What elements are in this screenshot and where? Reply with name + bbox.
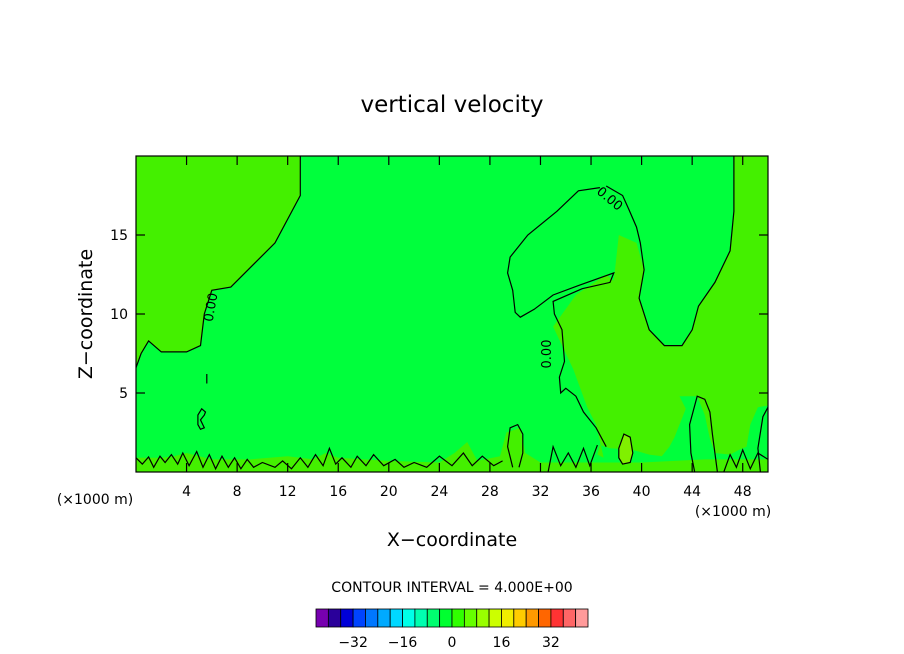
- x-tick-label: 16: [329, 484, 347, 500]
- colorbar-swatch: [315, 608, 329, 628]
- x-tick-label: 20: [380, 484, 398, 500]
- colorbar-tick-label: 16: [493, 635, 511, 651]
- colorbar-swatch: [327, 608, 342, 628]
- x-unit-label-right: (×1000 m): [695, 504, 771, 520]
- x-axis-label: X−coordinate: [387, 529, 517, 551]
- contour-label-1: 0.00: [202, 292, 222, 323]
- y-tick-label: 5: [119, 386, 128, 402]
- x-unit-label-left: (×1000 m): [57, 492, 133, 508]
- x-tick-label: 24: [430, 484, 448, 500]
- x-tick-label: 12: [279, 484, 297, 500]
- colorbar-tick-label: −16: [388, 635, 418, 651]
- colorbar-swatch: [365, 608, 379, 628]
- zero-contour-left: [136, 156, 301, 368]
- colorbar-swatch: [575, 608, 589, 628]
- colorbar-swatch: [340, 608, 354, 628]
- contour-blob-bottom: [506, 423, 524, 468]
- colorbar-swatch: [389, 608, 403, 628]
- colorbar-tick-label: 0: [448, 635, 457, 651]
- x-tick-label: 8: [233, 484, 242, 500]
- strong-updraft-region: [618, 434, 633, 465]
- x-tick-label: 40: [633, 484, 651, 500]
- colorbar-swatch: [538, 608, 552, 628]
- surface-contours-right: [723, 448, 768, 472]
- colorbar-swatch: [451, 608, 465, 628]
- positive-region-bottom: [136, 427, 768, 472]
- y-axis-ticks: 5 10 15: [110, 228, 768, 402]
- colorbar-swatch: [414, 608, 428, 628]
- colorbar-swatch: [488, 608, 502, 628]
- colorbar-swatch: [439, 608, 453, 628]
- chart-title: vertical velocity: [361, 92, 544, 118]
- x-tick-label: 36: [582, 484, 600, 500]
- surface-contours-mid: [547, 444, 598, 472]
- colorbar-swatch: [426, 608, 441, 628]
- contour-updraft: [618, 433, 634, 465]
- y-tick-label: 15: [110, 228, 128, 244]
- zero-contour-center: [506, 187, 615, 447]
- x-tick-label: 32: [532, 484, 550, 500]
- colorbar-swatch: [550, 608, 564, 628]
- positive-region-top-right: [553, 156, 768, 458]
- y-axis-label: Z−coordinate: [75, 249, 97, 379]
- colorbar-tick-labels: −32 −16 0 16 32: [338, 635, 560, 651]
- plot-area: [136, 156, 768, 472]
- contour-label-3: 0.00: [540, 340, 555, 369]
- contour-edge-right: [757, 406, 768, 472]
- colorbar-swatch: [525, 608, 539, 628]
- contour-interval-text: CONTOUR INTERVAL = 4.000E+00: [331, 580, 572, 596]
- x-axis-ticks: 4 8 12 16 20 24 28 32 36 40 44 48: [182, 156, 752, 500]
- colorbar: [315, 608, 589, 628]
- colorbar-swatch: [402, 608, 416, 628]
- colorbar-swatch: [513, 608, 527, 628]
- surface-contours-left: [136, 446, 503, 471]
- colorbar-swatch: [463, 608, 478, 628]
- contour-blob-right: [688, 395, 718, 472]
- colorbar-swatch: [501, 608, 515, 628]
- colorbar-tick-label: −32: [338, 635, 368, 651]
- x-tick-label: 28: [481, 484, 499, 500]
- colorbar-swatch: [476, 608, 490, 628]
- colorbar-swatch: [352, 608, 366, 628]
- colorbar-swatch: [377, 608, 391, 628]
- zero-contour-lines: [136, 156, 768, 472]
- x-tick-label: 44: [683, 484, 701, 500]
- y-tick-label: 10: [110, 307, 128, 323]
- colorbar-tick-label: 32: [542, 635, 560, 651]
- colorbar-swatch: [562, 608, 577, 628]
- positive-region-top-left: [136, 156, 301, 368]
- contour-blob-left: [197, 407, 207, 431]
- zero-contour-right: [605, 156, 735, 347]
- x-tick-label: 4: [182, 484, 191, 500]
- x-tick-label: 48: [734, 484, 752, 500]
